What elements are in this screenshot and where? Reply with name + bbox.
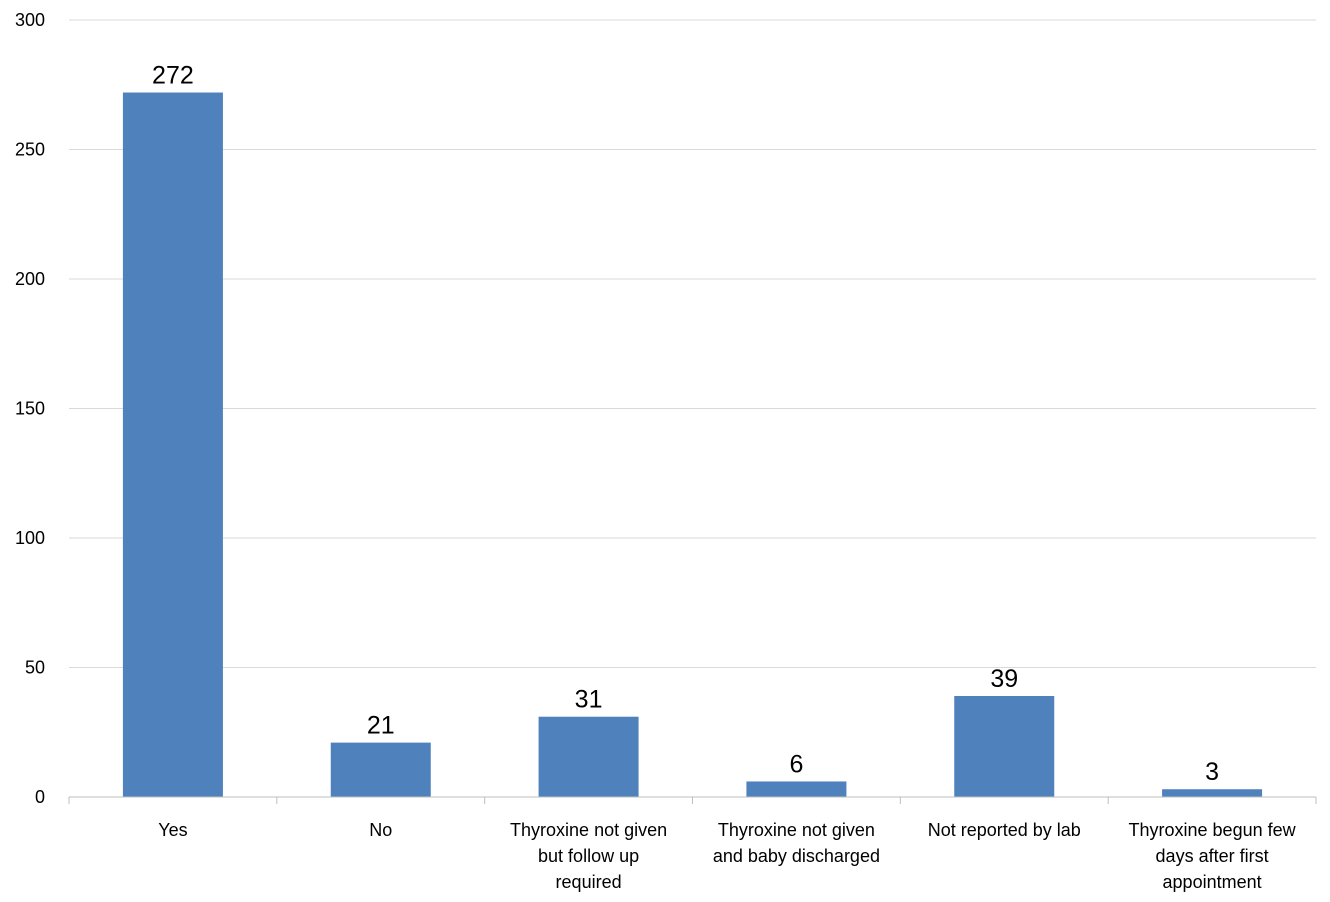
bar (746, 781, 847, 797)
category-label: but follow up (538, 846, 639, 866)
data-label: 39 (990, 665, 1018, 693)
category-label: Yes (158, 820, 187, 840)
bar (122, 92, 223, 797)
x-axis (68, 796, 1317, 804)
y-axis-tick-labels: 0 50 100 150 200 250 300 (15, 10, 45, 807)
bar (1162, 789, 1263, 797)
data-label: 31 (575, 686, 603, 714)
category-label: Not reported by lab (928, 820, 1081, 840)
category-label: and baby discharged (713, 846, 880, 866)
bar (538, 716, 639, 797)
gridlines (69, 19, 1316, 668)
y-tick-label: 200 (15, 269, 45, 289)
category-label: Thyroxine begun few (1129, 820, 1297, 840)
data-label: 21 (367, 712, 395, 740)
bar (954, 695, 1055, 797)
bar (330, 742, 431, 797)
bars (122, 92, 1263, 797)
data-labels: 272 21 31 6 39 3 (152, 62, 1219, 787)
y-tick-label: 150 (15, 399, 45, 419)
y-tick-label: 300 (15, 10, 45, 30)
category-label: No (369, 820, 392, 840)
category-label: Thyroxine not given (510, 820, 667, 840)
category-label: days after first (1156, 846, 1269, 866)
y-tick-label: 0 (35, 787, 45, 807)
y-tick-label: 100 (15, 528, 45, 548)
data-label: 272 (152, 62, 194, 90)
category-label: Thyroxine not given (718, 820, 875, 840)
category-label: appointment (1163, 872, 1262, 892)
data-label: 3 (1205, 758, 1219, 786)
category-labels: Yes No Thyroxine not given but follow up req… (158, 820, 1296, 892)
category-label: required (556, 872, 622, 892)
y-tick-label: 250 (15, 140, 45, 160)
y-tick-label: 50 (25, 658, 45, 678)
data-label: 6 (789, 750, 803, 778)
